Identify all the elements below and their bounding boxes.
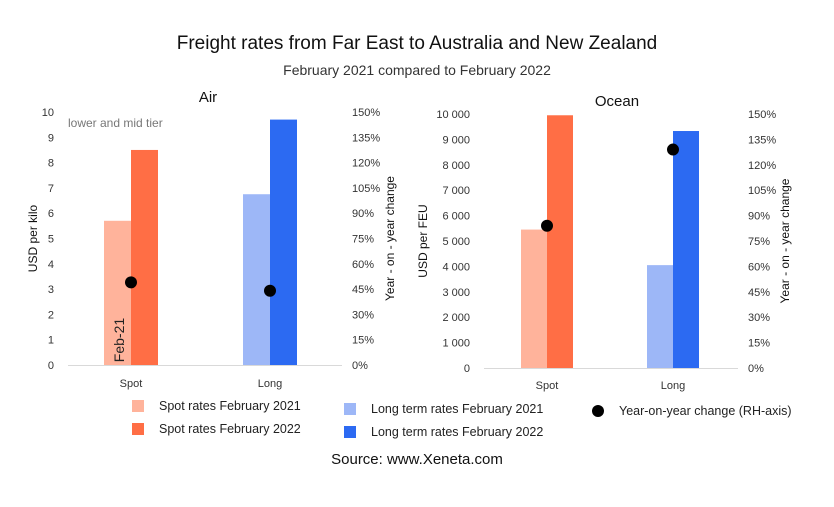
y-tick-label: 9 [48, 132, 54, 144]
y-tick-label: 9 000 [442, 134, 470, 146]
legend-label: Year-on-year change (RH-axis) [619, 404, 792, 418]
y2-tick-label: 120% [352, 158, 380, 170]
y-tick-label: 5 000 [442, 236, 470, 248]
source-note: Source: www.Xeneta.com [331, 451, 503, 468]
y2-tick-label: 30% [748, 312, 770, 324]
y2-tick-label: 90% [352, 208, 374, 220]
y-tick-label: 6 000 [442, 211, 470, 223]
bar-spot-2022 [547, 115, 573, 369]
yoy-point-long [264, 284, 276, 297]
y2-tick-label: 30% [352, 309, 374, 321]
y-tick-label: 8 [48, 158, 54, 170]
y-tick-label: 5 [48, 234, 54, 246]
y2-tick-label: 150% [352, 107, 380, 119]
bar-long-2021 [243, 194, 270, 365]
y2-axis-title: Year - on - year change [778, 178, 792, 303]
y-tick-label: 7 000 [442, 185, 470, 197]
bar-annotation: Feb-21 [111, 318, 127, 363]
y-tick-label: 1 000 [442, 338, 470, 350]
legend-label: Spot rates February 2022 [159, 422, 301, 436]
bar-spot-2021 [104, 220, 131, 365]
y2-tick-label: 45% [748, 287, 770, 299]
yoy-point-long [667, 143, 679, 156]
legend-label: Long term rates February 2022 [371, 425, 543, 439]
x-tick-label: Long [258, 378, 282, 390]
legend-swatch [132, 423, 144, 435]
y2-tick-label: 60% [748, 261, 770, 273]
bar-long-2022 [270, 119, 297, 365]
y-tick-label: 7 [48, 183, 54, 195]
legend-swatch [344, 426, 356, 438]
y-tick-label: 2 000 [442, 312, 470, 324]
y2-tick-label: 135% [748, 134, 776, 146]
y2-tick-label: 60% [352, 259, 374, 271]
y2-tick-label: 0% [352, 360, 368, 372]
y2-tick-label: 105% [352, 183, 380, 195]
y2-tick-label: 15% [748, 338, 770, 350]
y2-tick-label: 0% [748, 363, 764, 375]
legend-label: Long term rates February 2021 [371, 402, 543, 416]
y-axis-title: USD per FEU [416, 204, 430, 277]
panel-title: Air [199, 89, 217, 106]
y2-tick-label: 75% [748, 236, 770, 248]
chart-title: Freight rates from Far East to Australia… [176, 33, 658, 54]
y-tick-label: 0 [464, 363, 470, 375]
legend-swatch [132, 400, 144, 412]
y2-tick-label: 15% [352, 335, 374, 347]
bar-spot-2022 [131, 149, 158, 365]
y-axis-title: USD per kilo [26, 205, 40, 273]
y-tick-label: 1 [48, 335, 54, 347]
y-tick-label: 6 [48, 208, 54, 220]
yoy-point-spot [125, 276, 137, 289]
y-tick-label: 3 [48, 284, 54, 296]
y-tick-label: 4 [48, 259, 54, 271]
y2-tick-label: 135% [352, 132, 380, 144]
y2-tick-label: 90% [748, 211, 770, 223]
chart-note: lower and mid tier [68, 116, 163, 130]
bar-long-2022 [673, 131, 699, 368]
chart-subtitle: February 2021 compared to February 2022 [283, 62, 551, 78]
y2-tick-label: 150% [748, 109, 776, 121]
y-tick-label: 3 000 [442, 287, 470, 299]
x-tick-label: Spot [120, 378, 143, 390]
y-tick-label: 0 [48, 360, 54, 372]
bar-spot-2021 [521, 229, 547, 368]
y-tick-label: 2 [48, 309, 54, 321]
legend-label: Spot rates February 2021 [159, 399, 301, 413]
bar-long-2021 [647, 265, 673, 368]
y2-tick-label: 105% [748, 185, 776, 197]
y2-axis-title: Year - on - year change [383, 176, 397, 301]
y-tick-label: 8 000 [442, 160, 470, 172]
y-tick-label: 10 000 [436, 109, 470, 121]
y-tick-label: 10 [42, 107, 54, 119]
yoy-point-spot [541, 219, 553, 232]
legend-swatch [344, 403, 356, 415]
x-tick-label: Long [661, 380, 685, 392]
y2-tick-label: 75% [352, 234, 374, 246]
y2-tick-label: 45% [352, 284, 374, 296]
panel-title: Ocean [595, 93, 639, 110]
x-tick-label: Spot [536, 380, 559, 392]
y-tick-label: 4 000 [442, 261, 470, 273]
y2-tick-label: 120% [748, 160, 776, 172]
legend-marker-yoy [592, 405, 604, 417]
